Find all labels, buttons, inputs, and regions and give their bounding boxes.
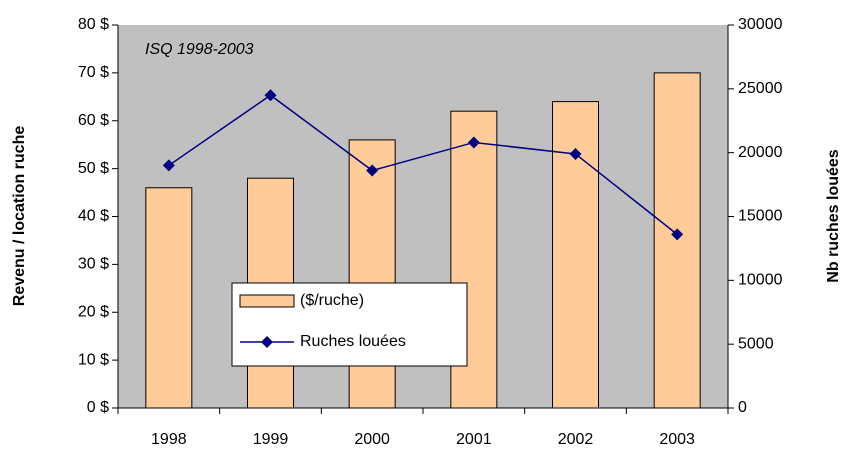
y2-tick-label: 30000 xyxy=(738,16,783,33)
y2-tick-label: 5000 xyxy=(738,335,774,352)
y2-tick-label: 10000 xyxy=(738,272,783,289)
y2-tick-label: 15000 xyxy=(738,208,783,225)
x-tick-label: 2001 xyxy=(456,431,492,448)
y-tick-label: 0 $ xyxy=(87,399,109,416)
y-tick-label: 50 $ xyxy=(78,160,109,177)
y-axis-title: Revenu / location ruche xyxy=(11,126,28,307)
bar xyxy=(145,187,193,409)
y-tick-label: 40 $ xyxy=(78,208,109,225)
y-tick-label: 30 $ xyxy=(78,256,109,273)
line xyxy=(168,94,678,235)
y-tick-label: 10 $ xyxy=(78,351,109,368)
marker xyxy=(366,164,379,177)
y-tick-label: 70 $ xyxy=(78,64,109,81)
marker xyxy=(162,159,175,172)
marker xyxy=(569,147,582,160)
x-tick-label: 1999 xyxy=(253,431,289,448)
y2-axis-title: Nb ruches louées xyxy=(825,149,842,282)
y2-tick-label: 25000 xyxy=(738,80,783,97)
legend-marker xyxy=(261,336,273,348)
marker xyxy=(467,136,480,149)
x-tick-label: 1998 xyxy=(151,431,187,448)
x-tick-label: 2002 xyxy=(558,431,594,448)
y-tick-label: 60 $ xyxy=(78,112,109,129)
x-tick-label: 2000 xyxy=(354,431,390,448)
bar xyxy=(552,101,599,409)
legend-label: ($/ruche) xyxy=(300,292,364,309)
bar xyxy=(348,139,396,409)
y-tick-label: 20 $ xyxy=(78,303,109,320)
y2-tick-label: 20000 xyxy=(738,144,783,161)
y2-tick-label: 0 xyxy=(738,399,747,416)
y-tick-label: 80 $ xyxy=(78,16,109,33)
legend-label: Ruches louées xyxy=(300,333,406,350)
x-tick-label: 2003 xyxy=(659,431,695,448)
marker xyxy=(671,228,684,241)
annotation: ISQ 1998-2003 xyxy=(145,41,254,58)
bar xyxy=(653,72,701,409)
marker xyxy=(264,89,277,102)
legend-swatch xyxy=(239,294,295,308)
legend: ($/ruche) Ruches louées xyxy=(231,282,468,367)
